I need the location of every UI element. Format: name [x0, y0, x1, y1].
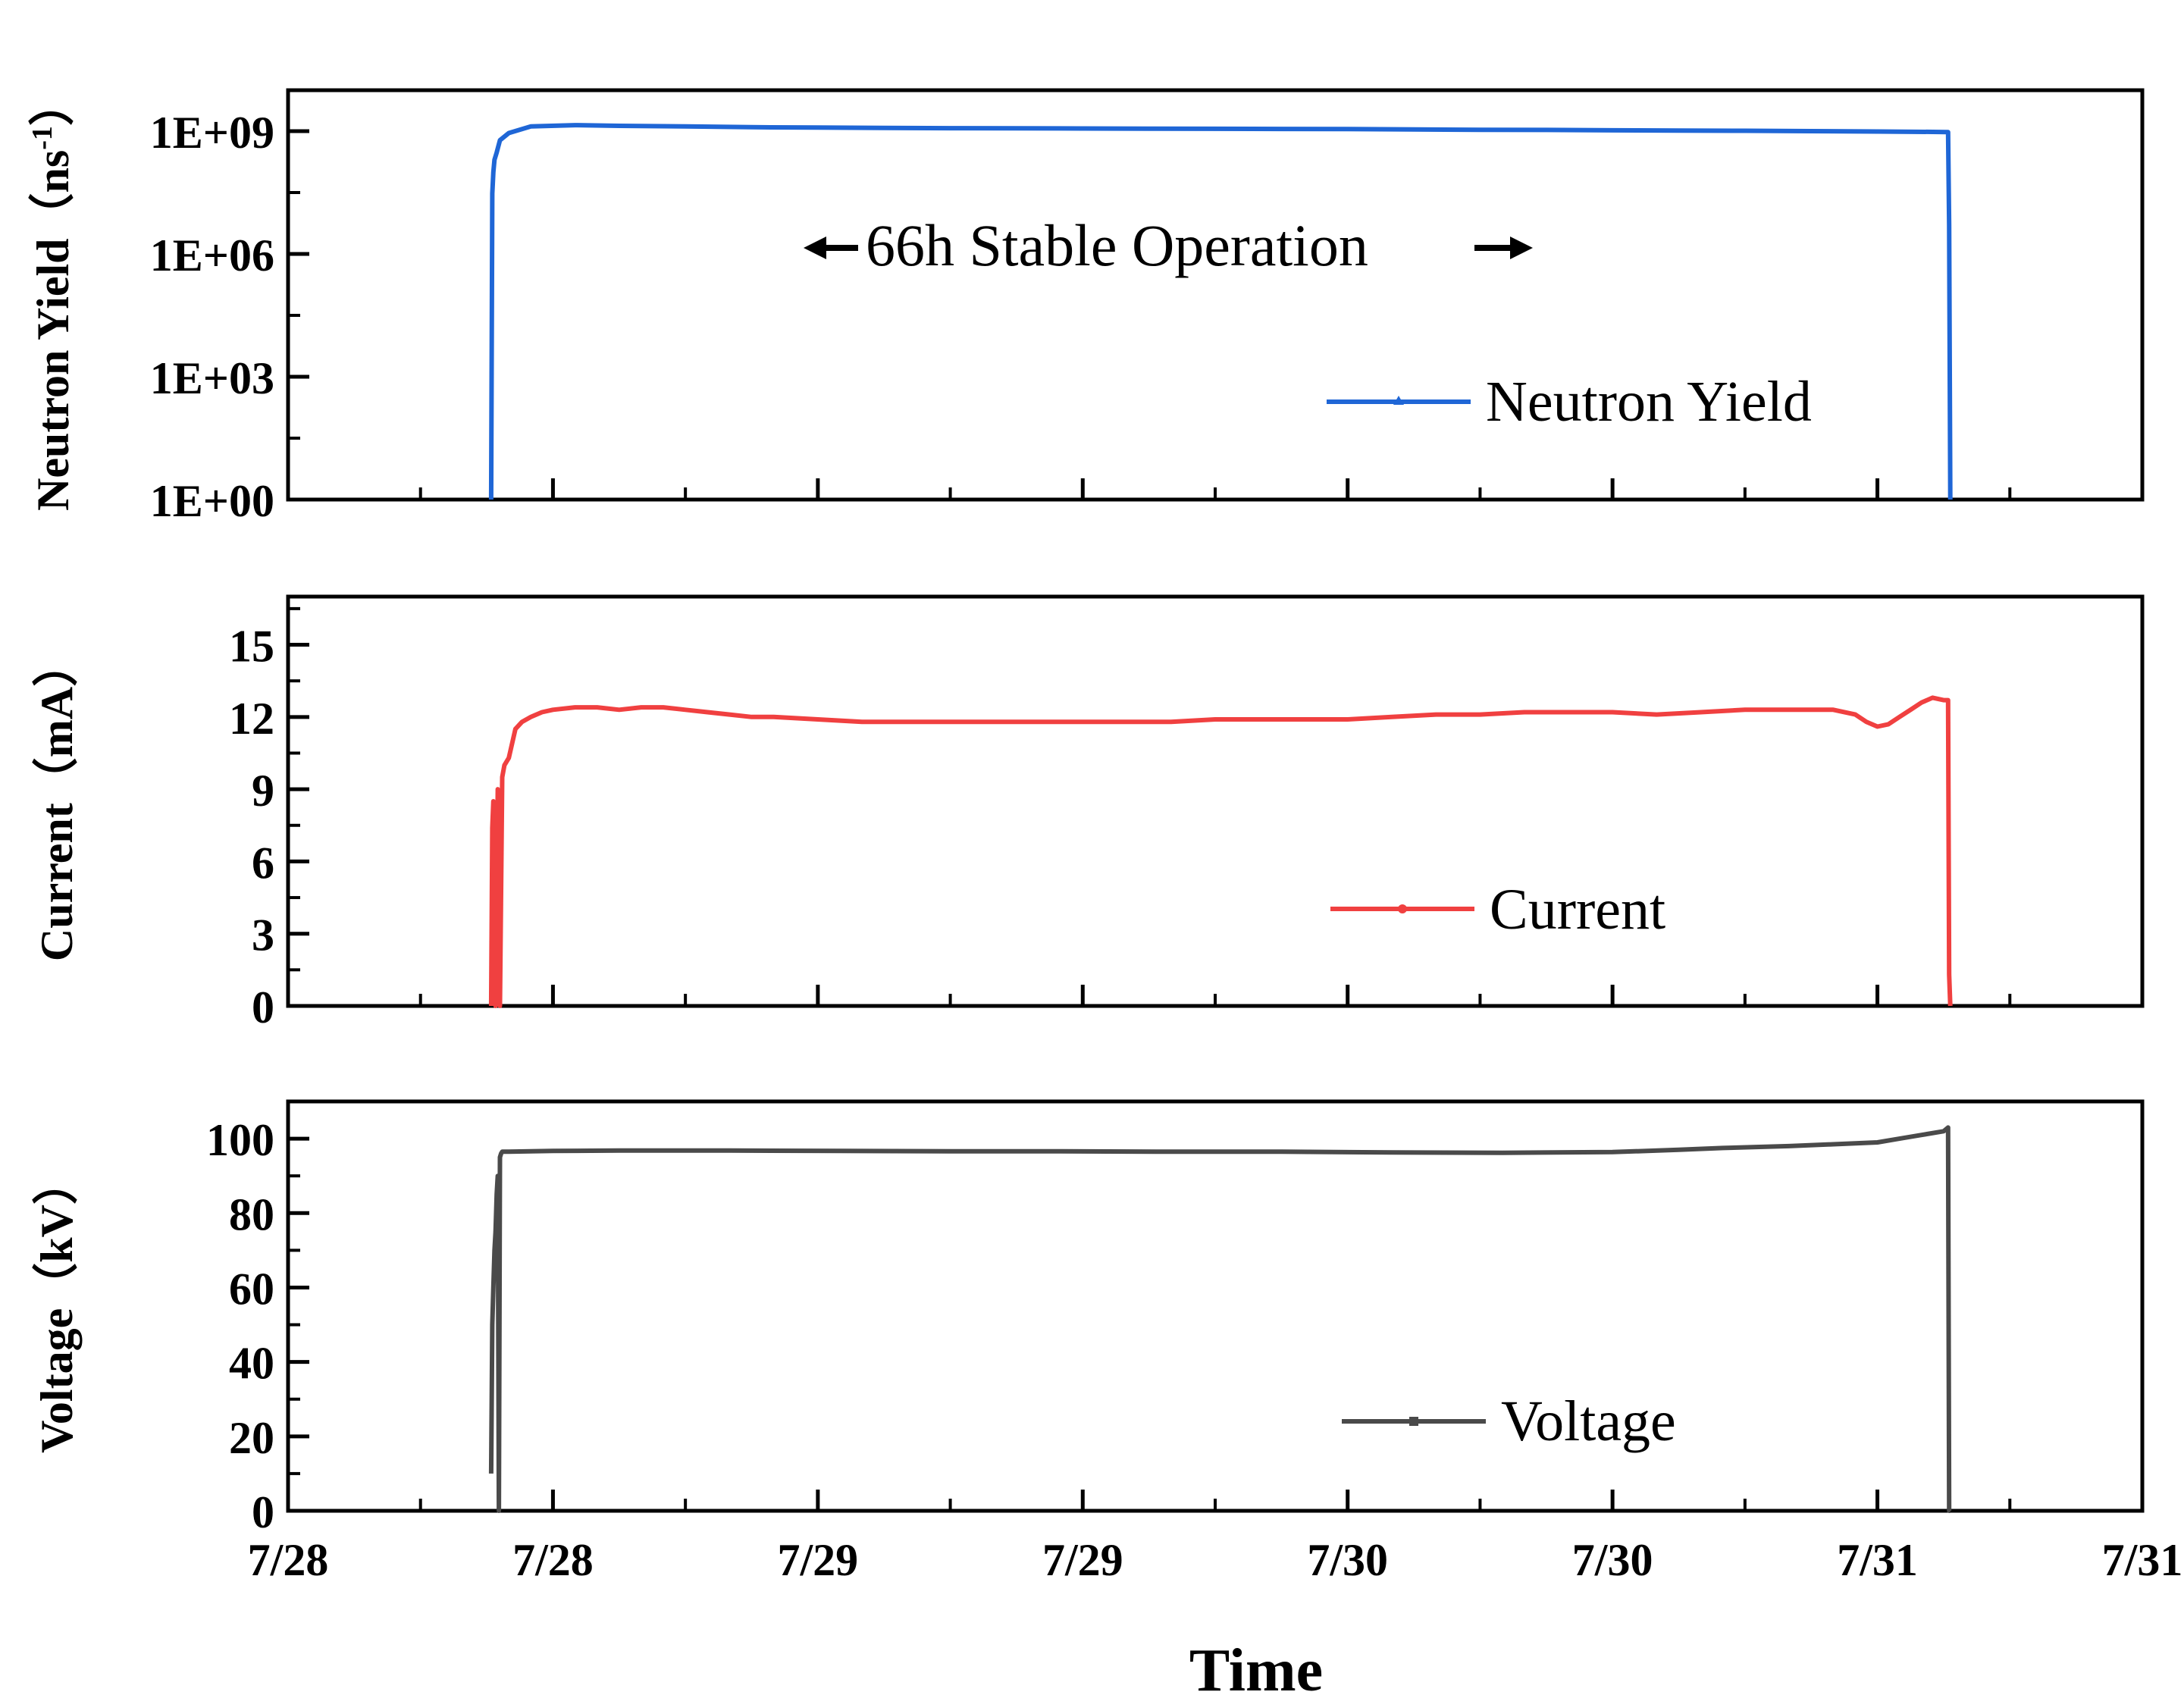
y-axis-label: Voltage（kV） — [31, 1159, 82, 1453]
legend-label-voltage: Voltage — [1501, 1390, 1676, 1453]
x-axis-ticks — [286, 1490, 2145, 1511]
x-tick-label: 7/30 — [1307, 1535, 1388, 1585]
neutron-yield-line — [488, 123, 1953, 500]
y-tick-label: 9 — [252, 766, 274, 816]
x-tick-label: 7/28 — [512, 1535, 594, 1585]
y-axis-ticks: 0 3 6 9 12 15 — [229, 606, 309, 1032]
y-axis-label-sup: -1 — [27, 126, 58, 150]
legend: Current — [1330, 878, 1665, 941]
legend: Neutron Yield — [1327, 370, 1812, 434]
plot-frame — [286, 594, 2145, 1008]
y-tick-label: 20 — [229, 1413, 274, 1463]
annotation: 66h Stable Operation — [804, 212, 1533, 278]
voltage-line — [488, 1125, 1952, 1513]
x-tick-label: 7/31 — [1837, 1535, 1918, 1585]
arrow-left-icon — [804, 237, 826, 259]
y-tick-label: 1E+00 — [150, 476, 274, 526]
x-axis-label: Time — [1189, 1637, 1323, 1695]
y-tick-label: 40 — [229, 1339, 274, 1389]
x-tick-label: 7/30 — [1572, 1535, 1653, 1585]
x-tick-label: 7/29 — [778, 1535, 859, 1585]
y-axis-label: Neutron Yield（ns-1） — [27, 80, 78, 511]
y-axis-ticks: 1E+00 1E+03 1E+06 1E+09 — [150, 108, 309, 526]
y-tick-label: 60 — [229, 1264, 274, 1314]
current-panel: 0 3 6 9 12 15 Current（mA） Current — [31, 594, 2145, 1032]
y-tick-label: 15 — [229, 622, 274, 672]
y-tick-label: 0 — [252, 1487, 274, 1537]
y-tick-label: 6 — [252, 838, 274, 888]
plot-frame — [286, 88, 2145, 502]
y-tick-label: 1E+03 — [150, 353, 274, 403]
legend: Voltage — [1342, 1390, 1676, 1453]
legend-marker-square — [1409, 1417, 1418, 1426]
y-axis-label: Current（mA） — [31, 641, 82, 961]
y-axis-ticks: 0 20 40 60 80 100 — [206, 1115, 309, 1537]
annotation-text: 66h Stable Operation — [866, 212, 1368, 278]
y-tick-label: 3 — [252, 910, 274, 960]
y-tick-label: 80 — [229, 1189, 274, 1239]
y-tick-label: 1E+06 — [150, 230, 274, 280]
voltage-panel: 0 20 40 60 80 100 Voltage（kV） Voltage — [31, 1099, 2145, 1537]
legend-label-current: Current — [1490, 878, 1665, 941]
y-axis-label-main: Neutron Yield（ns — [27, 150, 78, 511]
legend-marker-triangle — [1393, 396, 1404, 405]
x-tick-label: 7/28 — [248, 1535, 329, 1585]
legend-label-neutron-yield: Neutron Yield — [1486, 370, 1812, 434]
x-tick-label: 7/31 — [2102, 1535, 2183, 1585]
plot-frame — [286, 1099, 2145, 1513]
y-axis-label-end: ） — [27, 80, 78, 126]
y-tick-label: 1E+09 — [150, 108, 274, 158]
y-tick-label: 100 — [206, 1115, 274, 1165]
neutron-yield-panel: 1E+00 1E+03 1E+06 1E+09 Neutron Yield（ns-1）… — [27, 80, 2145, 526]
y-tick-label: 0 — [252, 982, 274, 1032]
x-axis-ticks — [286, 985, 2145, 1006]
y-tick-label: 12 — [229, 694, 274, 744]
arrow-right-icon — [1510, 237, 1533, 259]
current-line — [488, 695, 1953, 1008]
legend-marker-dot — [1398, 904, 1407, 913]
x-axis-ticks — [286, 478, 2145, 500]
x-axis-tick-labels: 7/28 7/28 7/29 7/29 7/30 7/30 7/31 7/31 — [248, 1535, 2183, 1585]
x-tick-label: 7/29 — [1042, 1535, 1123, 1585]
